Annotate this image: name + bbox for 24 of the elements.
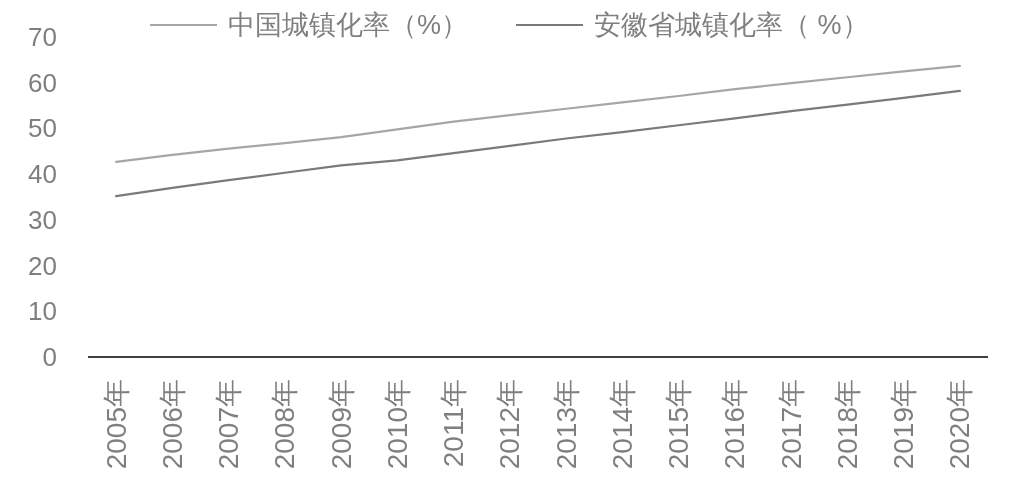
x-tick-label: 2015年 xyxy=(663,379,695,470)
x-tick-label: 2014年 xyxy=(606,379,638,470)
x-tick-label: 2009年 xyxy=(325,379,357,470)
x-tick-label: 2018年 xyxy=(831,379,863,470)
x-tick-label: 2019年 xyxy=(888,379,920,470)
x-tick-label: 2005年 xyxy=(100,379,132,470)
x-tick-label: 2017年 xyxy=(775,379,807,470)
x-tick-label: 2011年 xyxy=(438,379,470,468)
x-tick-label: 2010年 xyxy=(381,379,413,470)
y-tick-label: 60 xyxy=(28,67,57,98)
y-tick-label: 10 xyxy=(28,296,57,327)
y-tick-label: 70 xyxy=(28,22,57,52)
x-tick-label: 2006年 xyxy=(156,379,188,470)
y-tick-label: 40 xyxy=(28,159,57,190)
x-tick-label: 2013年 xyxy=(550,379,582,470)
y-tick-label: 20 xyxy=(28,250,57,281)
x-tick-label: 2012年 xyxy=(494,379,526,470)
x-tick-label: 2007年 xyxy=(213,379,245,470)
y-tick-label: 0 xyxy=(42,342,57,372)
y-tick-label: 50 xyxy=(28,113,57,144)
x-tick-label: 2020年 xyxy=(944,379,976,470)
y-tick-label: 30 xyxy=(28,204,57,235)
x-tick-label: 2016年 xyxy=(719,379,751,470)
x-tick-label: 2008年 xyxy=(269,379,301,470)
